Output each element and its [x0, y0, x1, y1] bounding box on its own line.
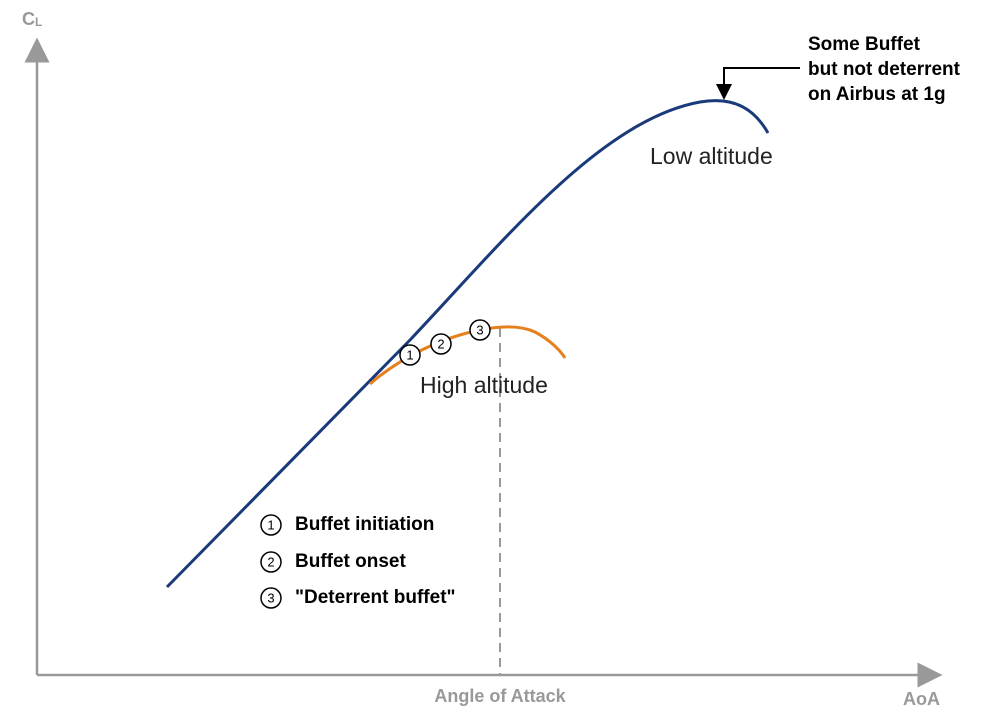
text: "Deterrent buffet" [295, 587, 456, 608]
annotation-line: on Airbus at 1g [808, 84, 946, 105]
text: Buffet initiation [295, 514, 434, 535]
text: 2 [267, 554, 274, 569]
shape [430, 333, 452, 355]
text: L [35, 15, 42, 29]
text: 1 [267, 517, 274, 532]
text: Buffet onset [295, 551, 407, 572]
marker: 3 [469, 319, 491, 341]
y-axis-label: CL [22, 9, 42, 29]
text: 3 [476, 322, 483, 337]
low-altitude-curve [165, 99, 770, 589]
shape [469, 319, 491, 341]
legend-item: 1 Buffet initiation [260, 514, 434, 536]
text: 2 [437, 336, 444, 351]
legend-item: 2 Buffet onset [260, 551, 407, 573]
annotation-arrow [716, 67, 800, 100]
marker: 1 [399, 344, 421, 366]
curve-label: High altitude [420, 372, 548, 398]
shape [260, 514, 282, 536]
x-axis-center-label: Angle of Attack [434, 686, 566, 706]
shape [260, 587, 282, 609]
annotation-line: but not deterrent [808, 59, 961, 80]
shape [260, 551, 282, 573]
x-axis-label: AoA [903, 689, 940, 709]
text: C [22, 9, 35, 29]
curve-label: Low altitude [650, 143, 773, 169]
text: 3 [267, 590, 274, 605]
annotation-line: Some Buffet [808, 34, 921, 55]
shape [399, 344, 421, 366]
legend-item: 3 "Deterrent buffet" [260, 587, 456, 609]
marker: 2 [430, 333, 452, 355]
text: 1 [406, 347, 413, 362]
